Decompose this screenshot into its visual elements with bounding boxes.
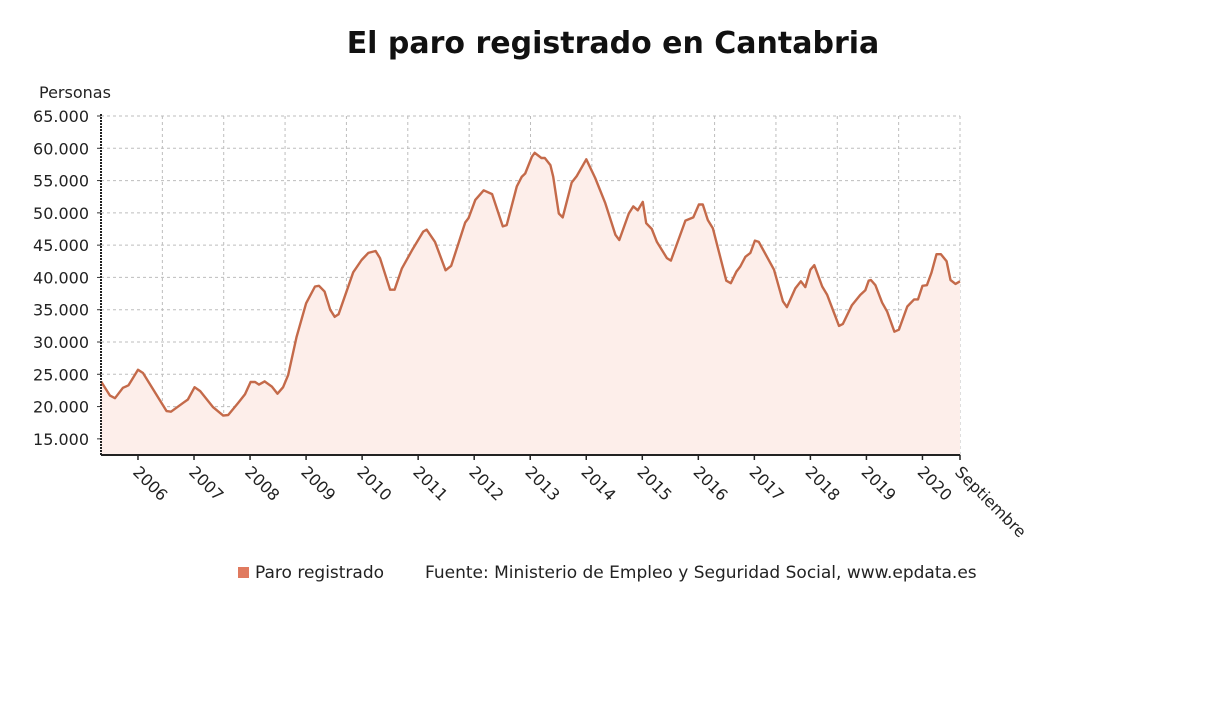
x-tick-label: 2013 [521, 462, 563, 504]
x-tick-label: 2011 [409, 462, 451, 504]
y-tick-label: 65.000 [33, 107, 89, 126]
y-tick-label: 40.000 [33, 268, 89, 287]
x-tick-label: 2017 [746, 462, 788, 504]
y-tick-label: 20.000 [33, 398, 89, 417]
x-tick-label: 2018 [802, 462, 844, 504]
x-tick-label: 2008 [241, 462, 283, 504]
x-tick-label: 2009 [297, 462, 339, 504]
legend-label: Paro registrado [255, 563, 385, 583]
x-tick-label: Septiembre [951, 462, 1030, 541]
y-tick-label: 25.000 [33, 365, 89, 384]
chart-title: El paro registrado en Cantabria [346, 26, 880, 61]
x-tick-label: 2015 [633, 462, 675, 504]
y-tick-label: 55.000 [33, 172, 89, 191]
x-tick-label: 2020 [914, 462, 956, 504]
series-area-paro-registrado [101, 152, 960, 456]
y-tick-label: 15.000 [33, 430, 89, 449]
y-tick-label: 50.000 [33, 204, 89, 223]
x-tick-label: 2010 [353, 462, 395, 504]
x-tick-label: 2007 [185, 462, 227, 504]
x-tick-label: 2019 [858, 462, 900, 504]
x-tick-label: 2012 [465, 462, 507, 504]
legend-item-paro-registrado: Paro registrado [238, 563, 384, 583]
legend-swatch [238, 567, 249, 578]
x-tick-label: 2016 [689, 462, 731, 504]
x-tick-label: 2014 [577, 462, 619, 504]
y-tick-label: 60.000 [33, 139, 89, 158]
series-line-paro-registrado [99, 151, 961, 417]
x-tick-label: 2006 [129, 462, 171, 504]
y-axis-label: Personas [39, 83, 111, 102]
y-tick-label: 30.000 [33, 333, 89, 352]
source-note: Fuente: Ministerio de Empleo y Seguridad… [425, 563, 977, 583]
y-tick-label: 35.000 [33, 301, 89, 320]
y-tick-label: 45.000 [33, 236, 89, 255]
